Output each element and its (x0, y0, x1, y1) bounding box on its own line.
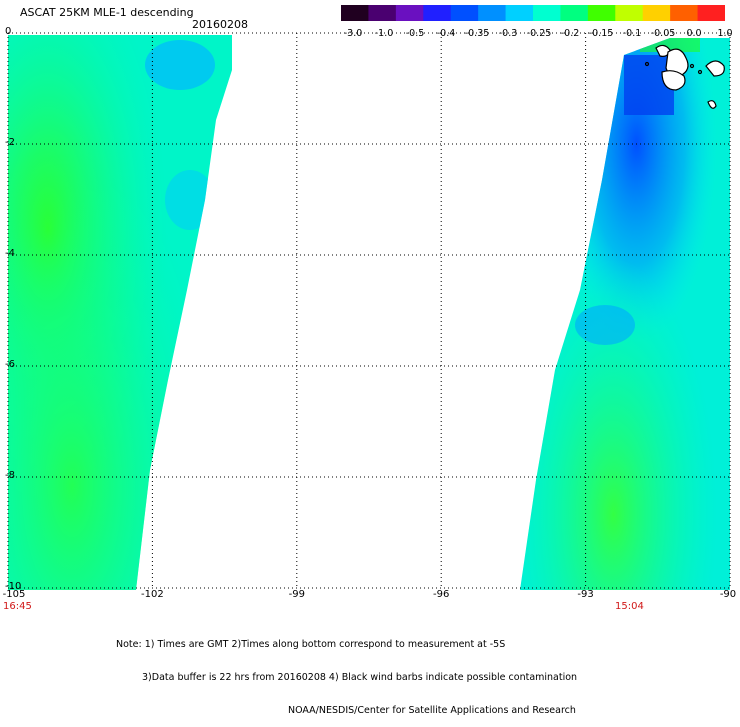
colorbar (341, 5, 725, 21)
time-right: 15:04 (615, 601, 644, 612)
land-outline (644, 44, 725, 109)
longitude-tick-label: -96 (433, 589, 450, 600)
colorbar-tick-label: -0.05 (650, 28, 676, 39)
colorbar-segment (478, 5, 507, 21)
page-title: ASCAT 25KM MLE-1 descending (20, 6, 194, 19)
longitude-tick-label: -90 (719, 589, 737, 600)
colorbar-segment (395, 5, 424, 21)
longitude-tick-label: -93 (577, 589, 594, 600)
swath-right (520, 38, 730, 590)
latitude-tick-label: -4 (5, 248, 15, 259)
latitude-tick-label: -8 (5, 470, 15, 481)
colorbar-segment (368, 5, 397, 21)
notes: Note: 1) Times are GMT 2)Times along bot… (116, 617, 577, 727)
colorbar-segment (423, 5, 452, 21)
wind-map (7, 32, 731, 590)
date-label: 20160208 (192, 18, 248, 31)
colorbar-tick-label: -0.25 (526, 28, 552, 39)
colorbar-segment (670, 5, 699, 21)
note-line: NOAA/NESDIS/Center for Satellite Applica… (288, 705, 576, 716)
latitude-tick-label: 0 (5, 26, 12, 37)
colorbar-segment (615, 5, 644, 21)
longitude-tick-label: -105 (2, 589, 26, 600)
colorbar-segment (533, 5, 561, 21)
latitude-tick-label: -2 (5, 137, 15, 148)
colorbar-segment (697, 5, 725, 21)
colorbar-segment (505, 5, 534, 21)
latitude-tick-label: -10 (5, 581, 22, 592)
colorbar-tick-label: -0.2 (560, 28, 580, 39)
colorbar-segment (341, 5, 369, 21)
colorbar-tick-label: -0.4 (436, 28, 456, 39)
colorbar-segment (560, 5, 589, 21)
colorbar-tick-label: 0.0 (686, 28, 702, 39)
longitude-tick-label: -99 (288, 589, 305, 600)
colorbar-tick-label: -0.5 (405, 28, 425, 39)
swath-left (8, 35, 232, 590)
time-left: 16:45 (3, 601, 32, 612)
note-line: Note: 1) Times are GMT 2)Times along bot… (116, 639, 506, 650)
colorbar-segment (642, 5, 671, 21)
colorbar-segment (587, 5, 616, 21)
latitude-tick-label: -6 (5, 359, 15, 370)
colorbar-segment (450, 5, 479, 21)
longitude-tick-label: -102 (141, 589, 164, 600)
lat-lon-grid (7, 32, 731, 589)
note-line: 3)Data buffer is 22 hrs from 20160208 4)… (142, 672, 578, 683)
